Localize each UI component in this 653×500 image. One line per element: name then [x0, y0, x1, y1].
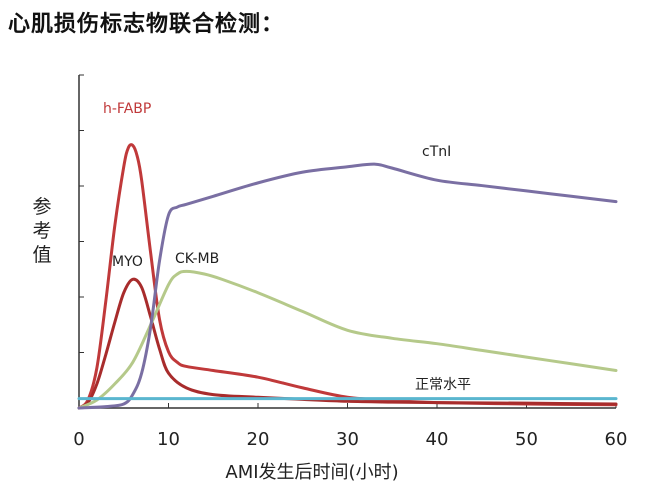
x-tick-label: 20 — [247, 429, 270, 450]
x-tick-label: 0 — [73, 429, 84, 450]
x-tick-label: 30 — [336, 429, 359, 450]
x-tick-label: 40 — [426, 429, 449, 450]
label-ctni: cTnI — [422, 144, 451, 160]
series-layer — [77, 143, 618, 410]
label-ck-mb: CK-MB — [175, 251, 219, 267]
series-h-fabp — [77, 143, 618, 410]
series-ctni — [77, 162, 618, 410]
x-tick-label: 50 — [515, 429, 538, 450]
x-tick-label: 60 — [605, 429, 628, 450]
label-myo: MYO — [112, 254, 143, 270]
series-ck-mb — [77, 269, 618, 410]
y-axis-title-char: 值 — [32, 244, 51, 266]
y-axis-title-char: 考 — [32, 220, 51, 242]
axes: 0 10 20 30 40 50 60 AMI发生后时间(小时) 参考值 — [32, 74, 628, 483]
x-axis-title: AMI发生后时间(小时) — [225, 462, 398, 483]
labels-layer: h-FABP MYO CK-MB cTnI 正常水平 — [103, 101, 471, 393]
x-tick-label: 10 — [157, 429, 180, 450]
page-title: 心肌损伤标志物联合检测： — [8, 12, 285, 37]
series-myo — [77, 277, 618, 410]
label-h-fabp: h-FABP — [103, 101, 151, 117]
label-normal-level: 正常水平 — [415, 377, 471, 393]
y-axis-title-char: 参 — [32, 196, 51, 218]
